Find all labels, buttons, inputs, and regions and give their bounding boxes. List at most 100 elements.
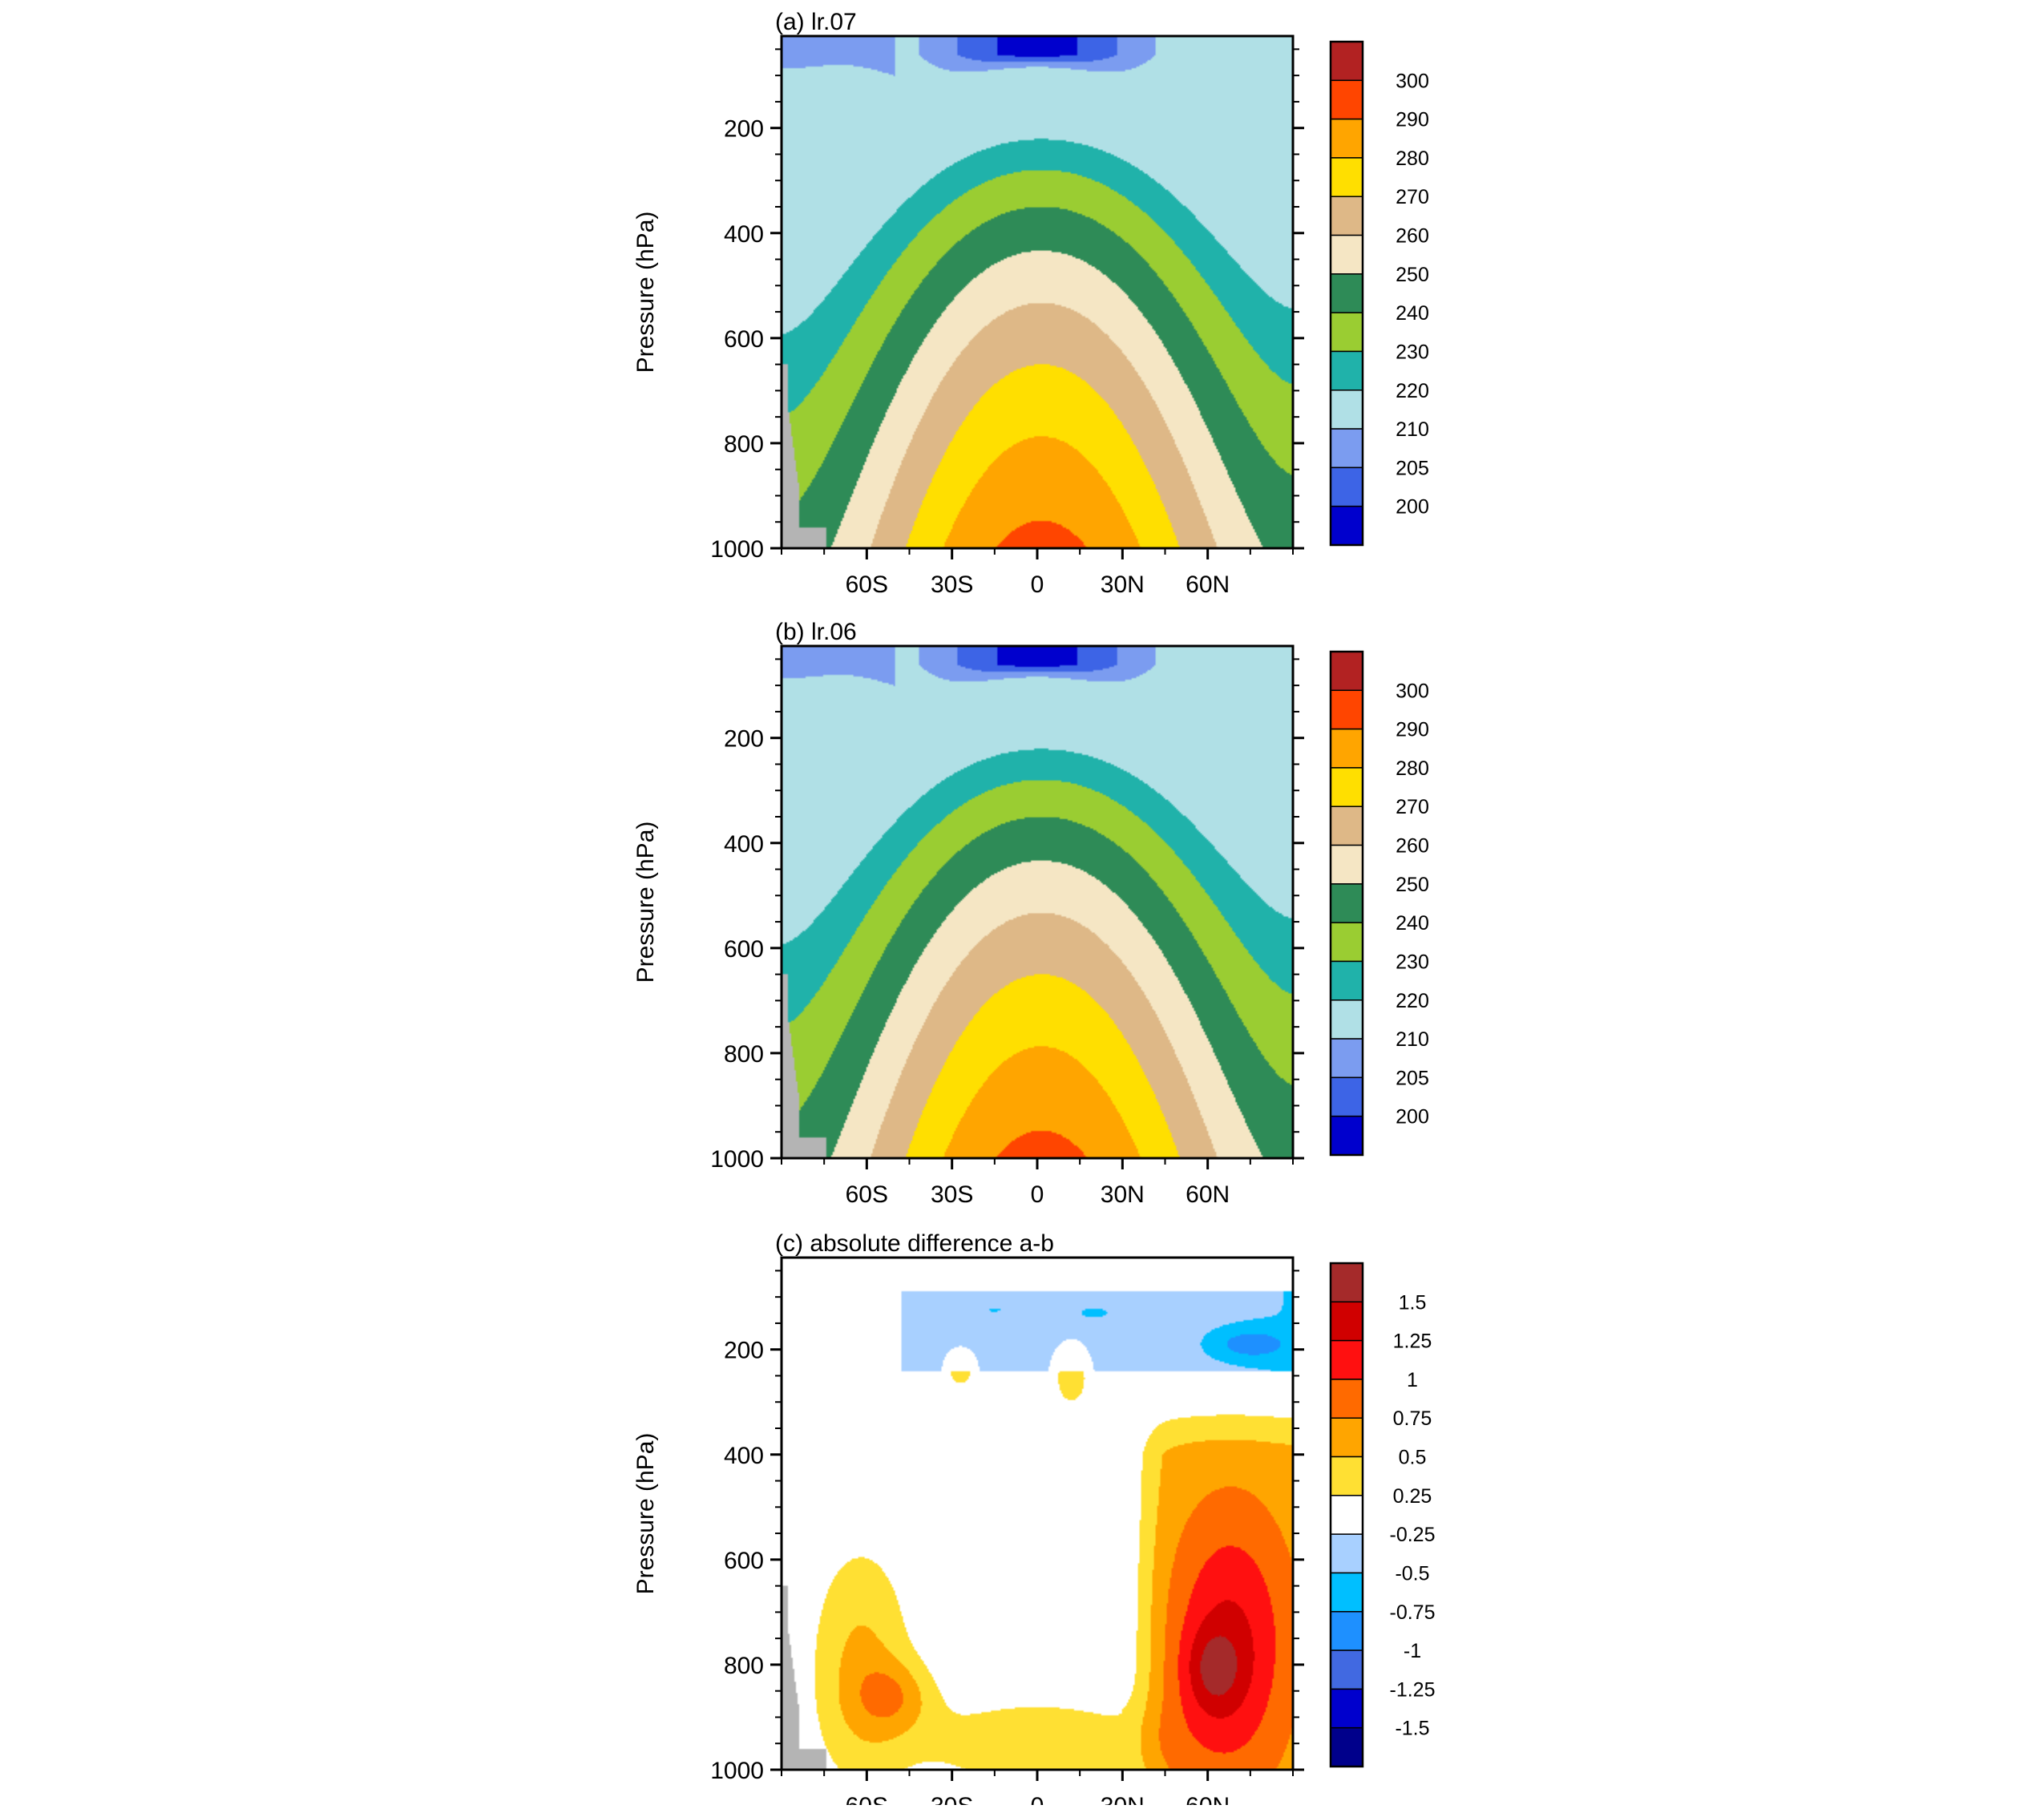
panel-title: (a) lr.07 (775, 9, 857, 35)
colorbar-label: -0.5 (1395, 1562, 1429, 1585)
y-tick-label: 800 (724, 1653, 764, 1679)
colorbar-frame (1329, 650, 1364, 1157)
y-tick-label: 600 (724, 326, 764, 353)
x-tick-label: 30S (931, 571, 973, 598)
colorbar-swatch (1330, 1262, 1363, 1303)
colorbar-swatch (1330, 1417, 1363, 1458)
colorbar: 300 290 280 270 260 250 240 230 220 210 205 200 (1329, 650, 1429, 1157)
colorbar-swatch (1330, 767, 1363, 807)
y-tick-label: 200 (724, 1338, 764, 1364)
colorbar-label: 205 (1396, 457, 1429, 479)
colorbar-swatch (1330, 1688, 1363, 1729)
colorbar-swatch (1330, 41, 1363, 82)
colorbar-label: 0.75 (1393, 1407, 1432, 1430)
colorbar-swatch (1330, 234, 1363, 275)
x-tick-label: 60N (1186, 1181, 1230, 1208)
colorbar-swatch (1330, 1301, 1363, 1342)
x-tick-label: 30N (1101, 1181, 1145, 1208)
colorbar-swatch (1330, 466, 1363, 507)
y-tick-label: 200 (724, 116, 764, 143)
colorbar-swatch (1330, 883, 1363, 923)
colorbar-label: 230 (1396, 951, 1429, 973)
colorbar-label: 290 (1396, 109, 1429, 131)
x-tick-label: 30N (1101, 1793, 1145, 1805)
x-tick-label: 30S (931, 1793, 973, 1805)
x-tick-label: 30S (931, 1181, 973, 1208)
colorbar-swatch (1330, 960, 1363, 1001)
chart-panel-3: (c) absolute difference a-b Pressure (hPa… (632, 1230, 1436, 1809)
colorbar-label: 240 (1396, 912, 1429, 935)
colorbar-label: -1.25 (1390, 1678, 1436, 1701)
colorbar-label: 210 (1396, 418, 1429, 441)
colorbar-label: 1.25 (1393, 1331, 1432, 1353)
colorbar-frame (1329, 1262, 1364, 1768)
colorbar-swatch (1330, 118, 1363, 159)
colorbar-label: 220 (1396, 990, 1429, 1012)
colorbar-label: -0.75 (1390, 1601, 1436, 1624)
chart-panel-1: (a) lr.07 Pressure (hPa) 200 400 600 800 1000 6… (632, 9, 1429, 598)
colorbar-swatch (1330, 1339, 1363, 1380)
colorbar-swatch (1330, 1495, 1363, 1535)
colorbar-swatch (1330, 1379, 1363, 1419)
colorbar-label: 205 (1396, 1067, 1429, 1089)
colorbar-label: 270 (1396, 796, 1429, 818)
colorbar-label: 230 (1396, 341, 1429, 363)
y-tick-label: 800 (724, 431, 764, 458)
y-tick-label: 600 (724, 936, 764, 963)
y-axis-label: Pressure (hPa) (632, 212, 659, 374)
colorbar-label: 280 (1396, 147, 1429, 170)
y-axis-label: Pressure (hPa) (632, 1433, 659, 1595)
colorbar-swatch (1330, 350, 1363, 391)
colorbar-swatch (1330, 196, 1363, 236)
colorbar-swatch (1330, 1533, 1363, 1574)
panel-title: (b) lr.06 (775, 619, 857, 645)
colorbar-label: 210 (1396, 1028, 1429, 1051)
x-tick-label: 0 (1031, 1181, 1044, 1208)
chart-panel-2: (b) lr.06 Pressure (hPa) 200 400 600 800 1000 6… (632, 619, 1429, 1208)
colorbar-label: -0.25 (1390, 1524, 1436, 1546)
colorbar: 1.5 1.25 1 0.75 0.5 0.25 -0.25 -0.5 -0.75 -1 -1.25… (1329, 1262, 1436, 1768)
colorbar-label: 250 (1396, 874, 1429, 896)
x-tick-label: 60N (1186, 1793, 1230, 1805)
colorbar-label: 200 (1396, 1106, 1429, 1129)
colorbar-swatch (1330, 651, 1363, 692)
colorbar-label: 290 (1396, 719, 1429, 741)
colorbar-swatch (1330, 390, 1363, 430)
y-axis-label: Pressure (hPa) (632, 822, 659, 983)
colorbar-label: 280 (1396, 757, 1429, 780)
x-tick-label: 60S (846, 1793, 888, 1805)
colorbar-label: 300 (1396, 70, 1429, 92)
colorbar-swatch (1330, 428, 1363, 469)
colorbar-label: 220 (1396, 380, 1429, 402)
colorbar-swatch (1330, 1611, 1363, 1651)
y-tick-label: 800 (724, 1041, 764, 1068)
y-tick-label: 400 (724, 831, 764, 858)
y-tick-label: 1000 (710, 536, 764, 563)
colorbar-swatch (1330, 844, 1363, 885)
x-tick-label: 60S (846, 571, 888, 598)
contour-field (782, 646, 1293, 1158)
colorbar-label: 0.5 (1399, 1447, 1427, 1469)
panel-title: (c) absolute difference a-b (775, 1230, 1054, 1257)
colorbar: 300 290 280 270 260 250 240 230 220 210 205 200 (1329, 40, 1429, 547)
colorbar-swatch (1330, 79, 1363, 120)
y-tick-label: 1000 (710, 1146, 764, 1173)
y-tick-label: 1000 (710, 1758, 764, 1784)
colorbar-frame (1329, 40, 1364, 547)
x-tick-label: 60N (1186, 571, 1230, 598)
colorbar-swatch (1330, 1572, 1363, 1613)
colorbar-label: 1 (1407, 1369, 1418, 1391)
y-tick-label: 400 (724, 1443, 764, 1469)
colorbar-swatch (1330, 922, 1363, 963)
x-tick-label: 0 (1031, 1793, 1044, 1805)
colorbar-swatch (1330, 312, 1363, 353)
colorbar-swatch (1330, 689, 1363, 730)
colorbar-label: 200 (1396, 496, 1429, 519)
colorbar-swatch (1330, 1076, 1363, 1117)
y-tick-label: 400 (724, 221, 764, 248)
colorbar-label: 1.5 (1399, 1291, 1427, 1314)
colorbar-swatch (1330, 157, 1363, 197)
colorbar-swatch (1330, 999, 1363, 1040)
contour-field (782, 36, 1293, 548)
